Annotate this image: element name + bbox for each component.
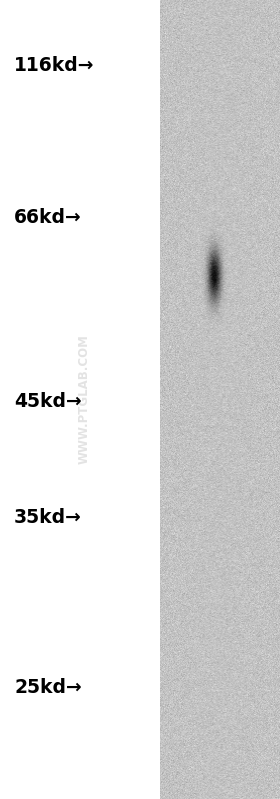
Text: 116kd→: 116kd→ bbox=[14, 56, 94, 75]
Text: 66kd→: 66kd→ bbox=[14, 208, 82, 227]
Text: WWW.PTGLAB.COM: WWW.PTGLAB.COM bbox=[78, 335, 90, 464]
Text: 25kd→: 25kd→ bbox=[14, 678, 82, 697]
Text: 45kd→: 45kd→ bbox=[14, 392, 82, 411]
Text: 35kd→: 35kd→ bbox=[14, 508, 82, 527]
